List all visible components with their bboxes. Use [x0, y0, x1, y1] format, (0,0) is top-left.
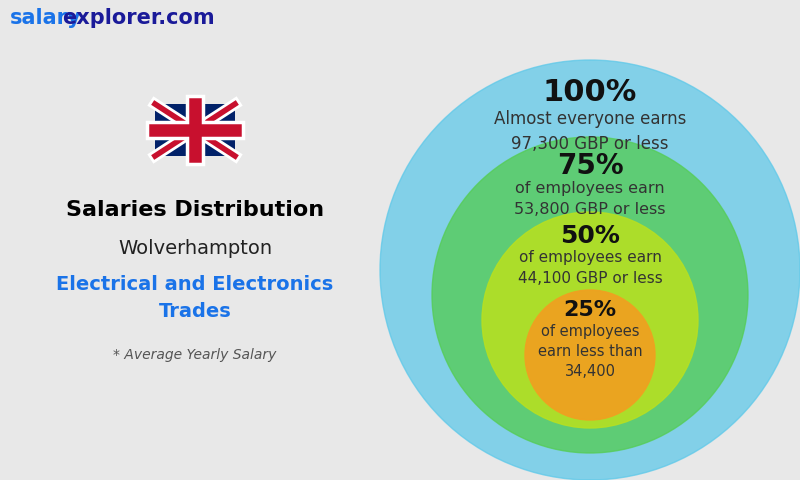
- Text: 50%: 50%: [560, 224, 620, 248]
- Text: explorer.com: explorer.com: [62, 8, 214, 28]
- Text: Salaries Distribution: Salaries Distribution: [66, 200, 324, 220]
- Text: 100%: 100%: [543, 78, 637, 107]
- Text: 75%: 75%: [557, 152, 623, 180]
- Text: salary: salary: [10, 8, 82, 28]
- Text: of employees
earn less than
34,400: of employees earn less than 34,400: [538, 324, 642, 379]
- Text: Wolverhampton: Wolverhampton: [118, 239, 272, 257]
- Ellipse shape: [380, 60, 800, 480]
- Text: of employees earn
44,100 GBP or less: of employees earn 44,100 GBP or less: [518, 250, 662, 286]
- Bar: [155, 104, 235, 156]
- Text: Electrical and Electronics
Trades: Electrical and Electronics Trades: [56, 275, 334, 321]
- Text: * Average Yearly Salary: * Average Yearly Salary: [114, 348, 277, 362]
- Ellipse shape: [525, 290, 655, 420]
- Text: Almost everyone earns
97,300 GBP or less: Almost everyone earns 97,300 GBP or less: [494, 110, 686, 153]
- Text: of employees earn
53,800 GBP or less: of employees earn 53,800 GBP or less: [514, 181, 666, 217]
- Text: 25%: 25%: [563, 300, 617, 320]
- Ellipse shape: [432, 137, 748, 453]
- Ellipse shape: [482, 212, 698, 428]
